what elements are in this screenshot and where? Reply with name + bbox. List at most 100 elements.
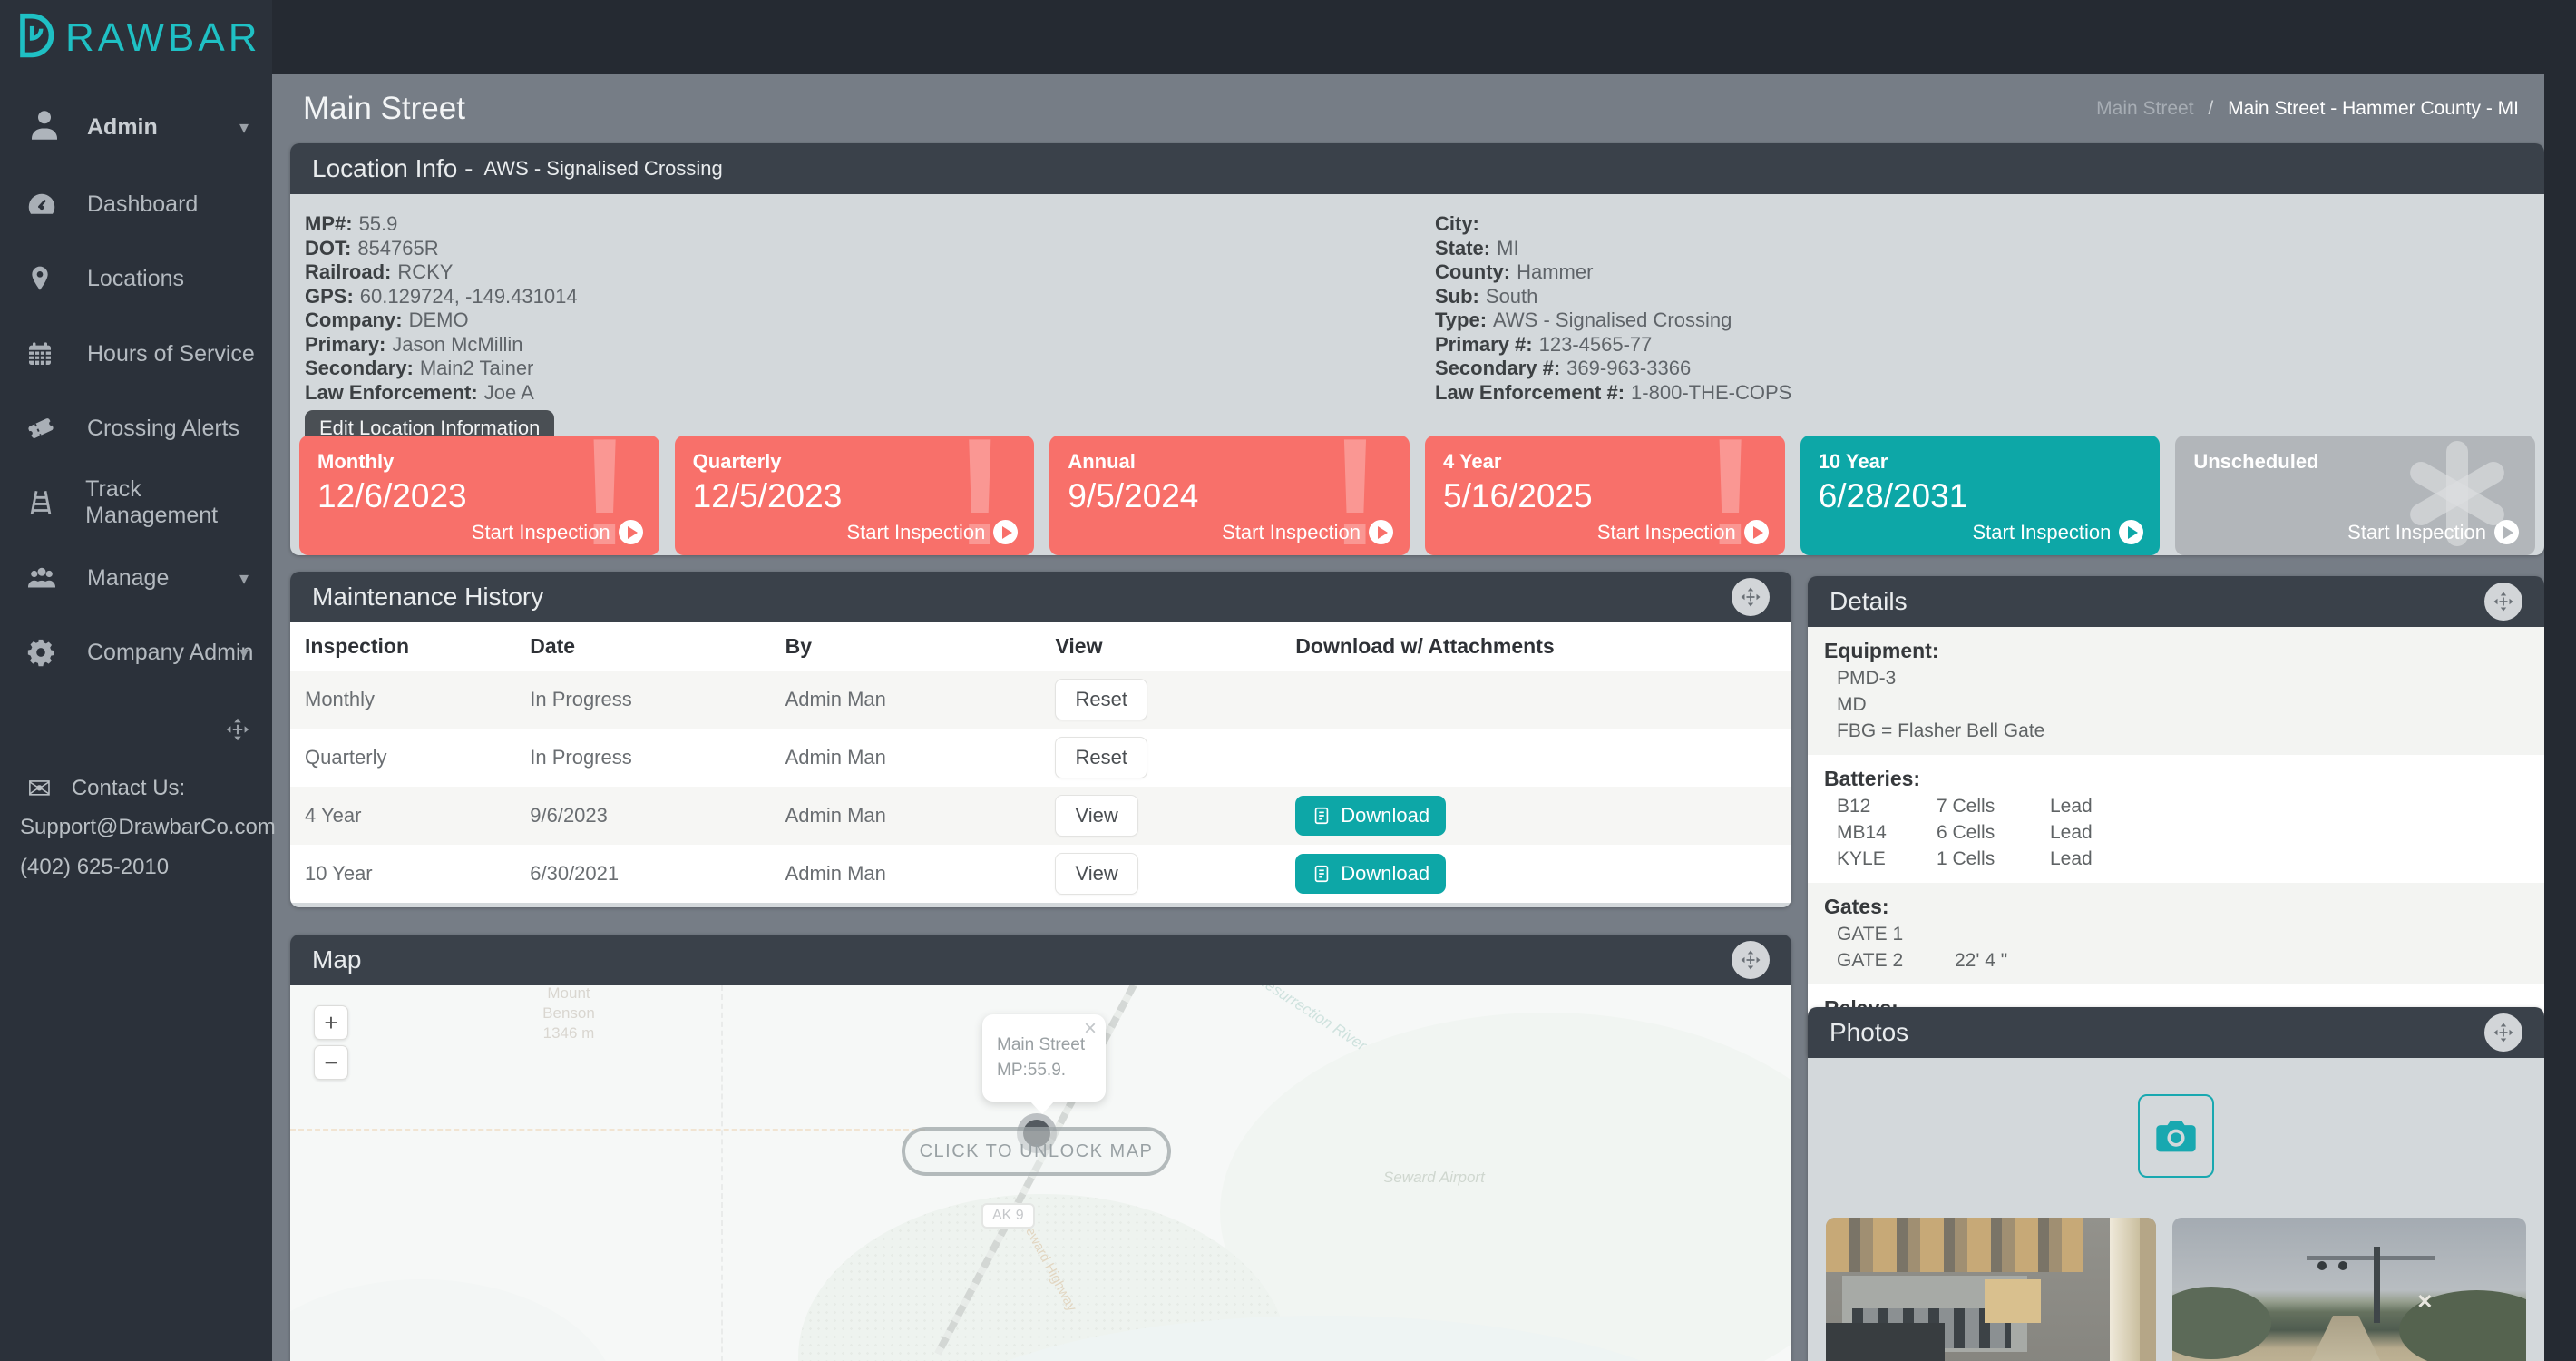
location-info-panel: Location Info - AWS - Signalised Crossin… — [290, 143, 2544, 555]
start-inspection-button[interactable]: Start Inspection — [1972, 520, 2143, 544]
equipment-line: FBG = Flasher Bell Gate — [1824, 718, 2528, 744]
equipment-line: PMD-3 — [1824, 665, 2528, 691]
sidebar-item-admin[interactable]: Admin ▾ — [0, 102, 272, 152]
download-button[interactable]: Download — [1295, 854, 1446, 894]
battery-row: KYLE1 CellsLead — [1824, 846, 2528, 872]
inspection-card-10-year[interactable]: 10 Year 6/28/2031 Start Inspection — [1800, 436, 2161, 555]
inspection-card-quarterly[interactable]: Quarterly 12/5/2023 ! Start Inspection — [675, 436, 1035, 555]
sidebar-item-label: Manage — [87, 565, 169, 592]
drawbar-logo-mark-icon — [15, 11, 63, 64]
zoom-in-button[interactable]: + — [314, 1005, 348, 1040]
gate-row: GATE 1 — [1824, 921, 2528, 947]
move-arrows-icon — [1740, 949, 1761, 971]
breadcrumb-separator: / — [2208, 98, 2213, 119]
photo-equipment-cabinet[interactable] — [1826, 1218, 2156, 1361]
contact-us-heading: ✉ Contact Us: — [27, 771, 185, 806]
zoom-out-button[interactable]: − — [314, 1045, 348, 1080]
cell-by: Admin Man — [771, 729, 1041, 787]
map-panel: Map Mount Benson 1346 m Resurrection Riv… — [290, 935, 1791, 1361]
cell-by: Admin Man — [771, 845, 1041, 903]
close-icon[interactable]: × — [1084, 1016, 1097, 1042]
sidebar-item-hours-of-service[interactable]: Hours of Service — [0, 330, 272, 377]
reset-button[interactable]: Reset — [1055, 679, 1147, 720]
photo-thumbnails: ✕ — [1826, 1218, 2526, 1361]
panel-drag-handle[interactable] — [2484, 1013, 2522, 1052]
field-dot: DOT:854765R — [305, 237, 2530, 261]
location-fields-right: City: State:MI County:Hammer Sub:South T… — [1435, 212, 1791, 405]
col-by: By — [771, 622, 1041, 671]
inspection-card-unscheduled[interactable]: Unscheduled Start Inspection — [2175, 436, 2535, 555]
sidebar-item-dashboard[interactable]: Dashboard — [0, 181, 272, 228]
map-canvas[interactable]: Mount Benson 1346 m Resurrection River S… — [290, 985, 1791, 1361]
field-railroad: Railroad:RCKY — [305, 260, 2530, 285]
cell-by: Admin Man — [771, 787, 1041, 845]
sidebar-item-label: Crossing Alerts — [87, 416, 239, 442]
breadcrumb-parent[interactable]: Main Street — [2096, 98, 2193, 119]
photo-crossing-road[interactable]: ✕ — [2172, 1218, 2526, 1361]
document-icon — [1312, 864, 1332, 884]
sidebar-item-manage[interactable]: Manage ▾ — [0, 554, 272, 602]
photos-panel: Photos ✕ — [1808, 1007, 2544, 1361]
table-row: Quarterly In Progress Admin Man Reset — [290, 729, 1791, 787]
map-zoom-controls: + − — [314, 1005, 348, 1080]
col-download: Download w/ Attachments — [1281, 622, 1791, 671]
field-secondary-num: Secondary #:369-963-3366 — [1435, 357, 1791, 381]
field-gps: GPS:60.129724, -149.431014 — [305, 285, 2530, 309]
gates-section: Gates: GATE 1 GATE 222' 4 " — [1808, 883, 2544, 984]
sidebar-item-company-admin[interactable]: Company Admin ▾ — [0, 629, 272, 676]
inspection-card-monthly[interactable]: Monthly 12/6/2023 ! Start Inspection — [299, 436, 659, 555]
start-inspection-button[interactable]: Start Inspection — [472, 520, 643, 544]
contact-us-label: Contact Us: — [72, 776, 185, 801]
view-button[interactable]: View — [1055, 853, 1137, 895]
sidebar-item-crossing-alerts[interactable]: Crossing Alerts — [0, 405, 272, 452]
brand-wordmark: RAWBAR — [65, 15, 261, 61]
panel-drag-handle[interactable] — [1732, 941, 1770, 979]
photos-body: ✕ — [1808, 1058, 2544, 1361]
start-inspection-button[interactable]: Start Inspection — [1597, 520, 1769, 544]
start-inspection-button[interactable]: Start Inspection — [846, 520, 1018, 544]
panel-drag-handle[interactable] — [2484, 583, 2522, 621]
reset-button[interactable]: Reset — [1055, 737, 1147, 778]
sidebar-item-label: Track Management — [85, 476, 272, 529]
start-inspection-button[interactable]: Start Inspection — [1222, 520, 1393, 544]
unlock-map-button[interactable]: CLICK TO UNLOCK MAP — [902, 1127, 1171, 1176]
sidebar-item-track-management[interactable]: Track Management — [0, 479, 272, 526]
location-info-body: MP#:55.9 DOT:854765R Railroad:RCKY GPS:6… — [290, 194, 2544, 555]
panel-drag-handle[interactable] — [1732, 578, 1770, 616]
play-circle-icon — [1744, 520, 1769, 544]
gate-row: GATE 222' 4 " — [1824, 947, 2528, 974]
add-photo-button[interactable] — [2138, 1094, 2214, 1178]
download-button[interactable]: Download — [1295, 796, 1446, 836]
sidebar-item-locations[interactable]: Locations — [0, 255, 272, 302]
map-popup: × Main Street MP:55.9. — [982, 1014, 1106, 1102]
view-button[interactable]: View — [1055, 795, 1137, 837]
maintenance-history-header: Maintenance History — [290, 572, 1791, 622]
inspection-card-4-year[interactable]: 4 Year 5/16/2025 ! Start Inspection — [1425, 436, 1785, 555]
map-header: Map — [290, 935, 1791, 985]
batteries-label: Batteries: — [1824, 764, 2528, 793]
col-view: View — [1040, 622, 1281, 671]
equipment-label: Equipment: — [1824, 636, 2528, 665]
card-title: 10 Year — [1819, 450, 2142, 474]
page-title: Main Street — [303, 91, 465, 127]
equipment-section: Equipment: PMD-3 MD FBG = Flasher Bell G… — [1808, 627, 2544, 755]
main-content: Main Street Main Street / Main Street - … — [272, 74, 2544, 1361]
photos-header: Photos — [1808, 1007, 2544, 1058]
start-inspection-button[interactable]: Start Inspection — [2347, 520, 2519, 544]
support-email[interactable]: Support@DrawbarCo.com — [20, 815, 276, 840]
play-circle-icon — [2494, 520, 2519, 544]
move-arrows-icon — [225, 717, 250, 742]
breadcrumb-current: Main Street - Hammer County - MI — [2228, 98, 2519, 119]
sidebar-item-label: Admin — [87, 114, 158, 141]
drawbar-logo[interactable]: RAWBAR — [15, 11, 261, 64]
chevron-down-icon: ▾ — [239, 567, 249, 590]
chevron-down-icon: ▾ — [239, 116, 249, 139]
sidebar-drag-handle[interactable] — [225, 717, 252, 747]
inspection-card-annual[interactable]: Annual 9/5/2024 ! Start Inspection — [1049, 436, 1410, 555]
field-primary: Primary:Jason McMillin — [305, 333, 2530, 357]
field-law-enforcement: Law Enforcement:Joe A — [305, 381, 2530, 406]
camera-icon — [2152, 1112, 2200, 1160]
cell-date: In Progress — [515, 671, 770, 729]
field-type: Type:AWS - Signalised Crossing — [1435, 308, 1791, 333]
cell-date: 9/6/2023 — [515, 787, 770, 845]
